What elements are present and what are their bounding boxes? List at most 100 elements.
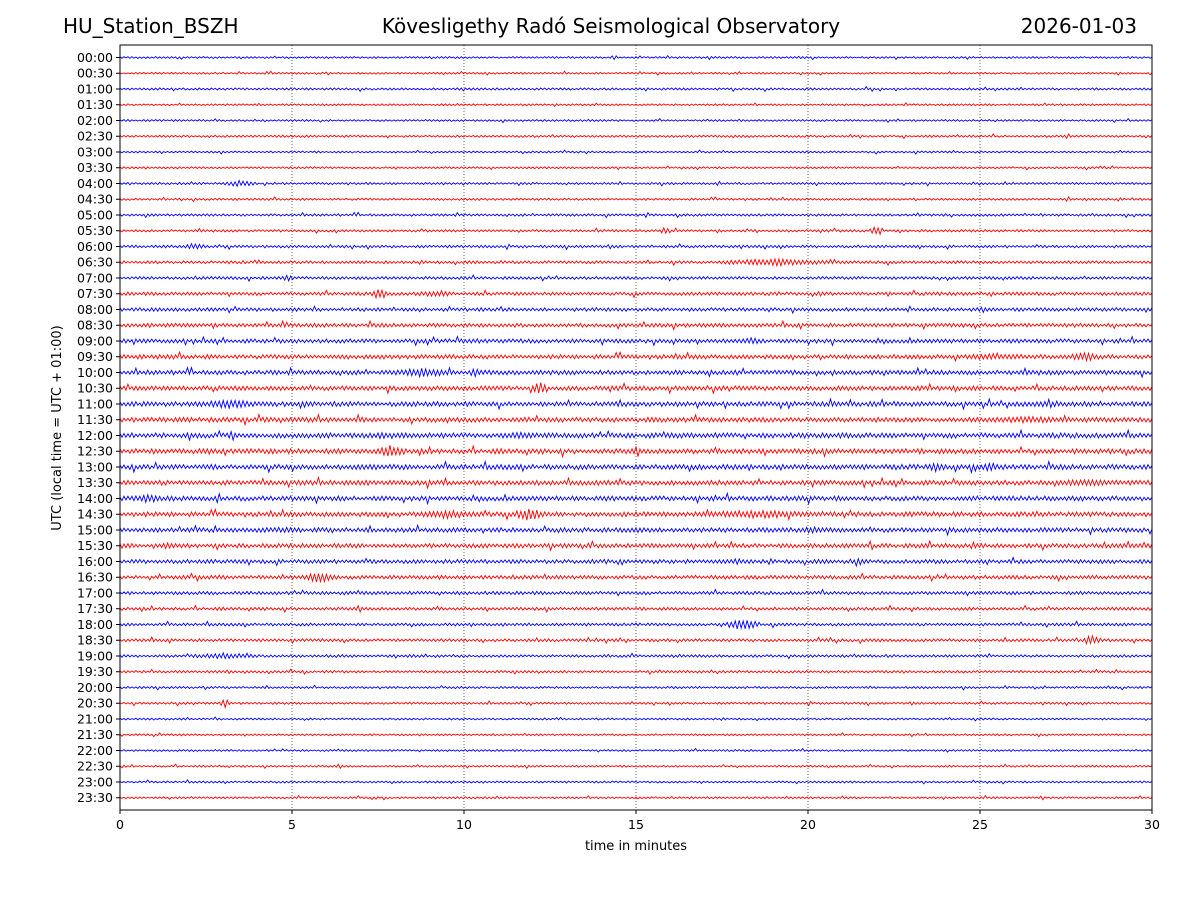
trace-1030: [119, 382, 1153, 395]
trace-1530: [119, 539, 1153, 552]
x-axis-label: time in minutes: [585, 839, 687, 854]
traces: [119, 54, 1153, 801]
trace-1300: [119, 459, 1153, 475]
y-tick-label: 11:00: [77, 396, 113, 411]
y-tick-label: 06:00: [77, 239, 113, 254]
trace-2100: [119, 716, 1153, 722]
trace-1430: [119, 507, 1153, 522]
y-tick-label: 03:30: [77, 160, 113, 175]
trace-1330: [119, 475, 1153, 490]
y-tick-label: 01:30: [77, 97, 113, 112]
trace-0900: [119, 335, 1153, 347]
y-tick-label: 09:30: [77, 349, 113, 364]
trace-0230: [119, 133, 1153, 140]
y-tick-label: 15:00: [77, 522, 113, 537]
y-tick-label: 08:00: [77, 302, 113, 317]
x-tick-label: 30: [1144, 817, 1160, 832]
y-tick-label: 16:30: [77, 570, 113, 585]
trace-1630: [119, 572, 1153, 584]
trace-0430: [119, 195, 1153, 203]
trace-1800: [119, 619, 1153, 631]
trace-2200: [119, 747, 1153, 753]
trace-1700: [119, 588, 1153, 597]
trace-0500: [119, 211, 1153, 219]
trace-0100: [119, 85, 1153, 93]
y-tick-label: 14:00: [77, 491, 113, 506]
y-tick-label: 10:00: [77, 365, 113, 380]
y-tick-label: 01:00: [77, 81, 113, 96]
x-tick-label: 10: [456, 817, 472, 832]
y-tick-label: 06:30: [77, 255, 113, 270]
trace-2230: [119, 763, 1153, 770]
y-tick-label: 13:00: [77, 459, 113, 474]
y-tick-label: 13:30: [77, 475, 113, 490]
y-tick-label: 02:30: [77, 129, 113, 144]
y-tick-label: 17:00: [77, 585, 113, 600]
y-tick-label: 23:30: [77, 790, 113, 805]
y-tick-label: 05:00: [77, 207, 113, 222]
trace-0300: [119, 149, 1153, 155]
trace-2000: [119, 684, 1153, 691]
trace-1400: [119, 491, 1153, 506]
y-tick-label: 15:30: [77, 538, 113, 553]
y-tick-label: 09:00: [77, 333, 113, 348]
x-tick-label: 5: [288, 817, 296, 832]
station-name: HU_Station_BSZH: [63, 14, 239, 38]
trace-0630: [119, 257, 1153, 268]
chart-title: Kövesligethy Radó Seismological Observat…: [381, 14, 841, 38]
trace-1900: [119, 651, 1153, 660]
trace-0000: [119, 54, 1153, 61]
y-tick-label: 21:30: [77, 727, 113, 742]
y-tick-label: 12:00: [77, 428, 113, 443]
y-tick-label: 14:30: [77, 507, 113, 522]
y-tick-label: 07:00: [77, 270, 113, 285]
trace-2330: [119, 794, 1153, 801]
y-tick-label: 21:00: [77, 711, 113, 726]
y-tick-label: 17:30: [77, 601, 113, 616]
y-tick-label: 11:30: [77, 412, 113, 427]
trace-2300: [119, 779, 1153, 785]
trace-1830: [119, 634, 1153, 646]
trace-0800: [119, 305, 1153, 315]
trace-1230: [119, 444, 1153, 459]
x-tick-label: 15: [628, 817, 644, 832]
y-tick-label: 22:00: [77, 743, 113, 758]
trace-0830: [119, 319, 1153, 331]
trace-0030: [119, 70, 1153, 76]
y-tick-label: 22:30: [77, 759, 113, 774]
y-tick-label: 18:30: [77, 633, 113, 648]
trace-1200: [119, 428, 1153, 442]
y-tick-label: 03:00: [77, 144, 113, 159]
trace-0700: [119, 274, 1153, 283]
y-tick-label: 02:00: [77, 113, 113, 128]
chart-date: 2026-01-03: [1020, 14, 1137, 38]
y-tick-label: 00:00: [77, 50, 113, 65]
x-tick-label: 25: [972, 817, 988, 832]
y-tick-label: 08:30: [77, 318, 113, 333]
trace-0400: [119, 179, 1153, 188]
x-tick-label: 0: [116, 817, 124, 832]
trace-0130: [119, 102, 1153, 108]
trace-1100: [119, 397, 1153, 411]
trace-2130: [119, 732, 1153, 738]
y-tick-label: 20:00: [77, 680, 113, 695]
trace-1600: [119, 556, 1153, 568]
trace-0600: [119, 242, 1153, 251]
y-tick-label: 20:30: [77, 696, 113, 711]
y-axis-label: UTC (local time = UTC + 01:00): [50, 325, 65, 530]
trace-0930: [119, 350, 1153, 363]
trace-0200: [119, 117, 1153, 124]
y-tick-label: 04:00: [77, 176, 113, 191]
trace-2030: [119, 698, 1153, 710]
x-tick-label: 20: [800, 817, 816, 832]
trace-1930: [119, 668, 1153, 675]
y-tick-label: 07:30: [77, 286, 113, 301]
y-tick-label: 12:30: [77, 444, 113, 459]
y-tick-label: 18:00: [77, 617, 113, 632]
trace-0730: [119, 288, 1153, 300]
trace-0530: [119, 225, 1153, 236]
y-tick-label: 19:30: [77, 664, 113, 679]
y-tick-label: 10:30: [77, 381, 113, 396]
trace-1500: [119, 523, 1153, 537]
